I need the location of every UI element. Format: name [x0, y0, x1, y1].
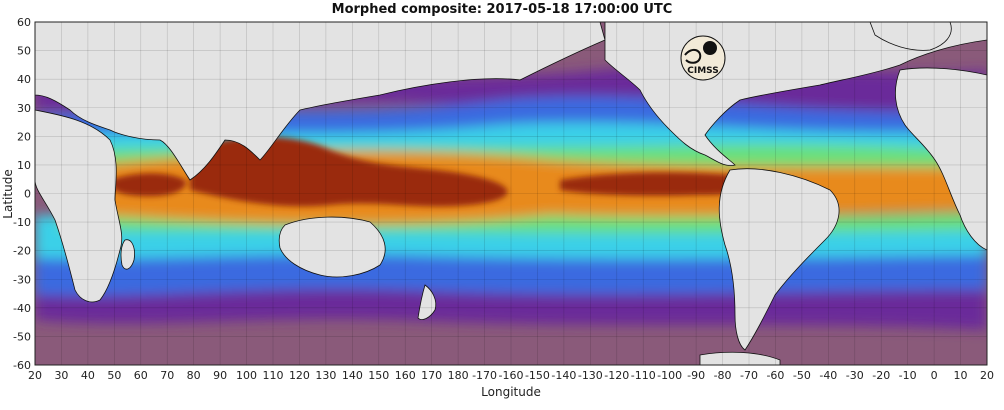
x-tick-label: -160	[499, 369, 524, 382]
africa	[35, 109, 123, 303]
x-tick-label: -80	[714, 369, 732, 382]
x-tick-label: 140	[342, 369, 363, 382]
x-tick-label: -110	[631, 369, 656, 382]
x-tick-label: -120	[604, 369, 629, 382]
x-tick-label: -20	[872, 369, 890, 382]
plot-frame	[34, 21, 988, 366]
greenland	[869, 22, 952, 51]
x-tick-label: 40	[81, 369, 95, 382]
y-tick-label: -20	[13, 245, 31, 258]
y-tick-label: 20	[17, 130, 31, 143]
x-tick-label: -40	[819, 369, 837, 382]
madagascar	[120, 239, 135, 270]
y-tick-label: 60	[17, 16, 31, 29]
x-tick-label: -130	[578, 369, 603, 382]
x-tick-label: 50	[107, 369, 121, 382]
y-tick-label: 10	[17, 159, 31, 172]
x-tick-label: 10	[954, 369, 968, 382]
x-tick-label: -60	[766, 369, 784, 382]
x-tick-label: 160	[395, 369, 416, 382]
x-ticks: 20 30 40 50 60 70 80 90 100 110 120 130 140 150 160 170…	[28, 369, 994, 382]
x-tick-label: -140	[551, 369, 576, 382]
x-tick-label: 30	[54, 369, 68, 382]
land-masses	[35, 22, 987, 365]
x-tick-label: 0	[931, 369, 938, 382]
y-tick-label: 0	[24, 188, 31, 201]
y-tick-label: -30	[13, 273, 31, 286]
map-title: Morphed composite: 2017-05-18 17:00:00 U…	[331, 2, 673, 17]
y-tick-label: -40	[13, 302, 31, 315]
indo-pacific-core	[190, 136, 508, 207]
x-tick-label: 80	[187, 369, 201, 382]
x-tick-label: -70	[740, 369, 758, 382]
x-tick-label: -170	[472, 369, 497, 382]
gridlines	[35, 22, 987, 365]
x-tick-label: 120	[289, 369, 310, 382]
x-tick-label: 70	[160, 369, 174, 382]
x-tick-label: 130	[315, 369, 336, 382]
east-pacific-core	[560, 172, 768, 196]
y-tick-label: -10	[13, 216, 31, 229]
x-tick-label: 60	[134, 369, 148, 382]
y-tick-label: 40	[17, 73, 31, 86]
x-tick-label: -150	[525, 369, 550, 382]
y-tick-label: -60	[13, 359, 31, 372]
moisture-field	[35, 22, 987, 365]
x-tick-label: 110	[263, 369, 284, 382]
y-tick-label: 30	[17, 102, 31, 115]
x-tick-label: 20	[980, 369, 994, 382]
y-ticks: 60 50 40 30 20 10 0 -10 -20 -30 -40 -50 -60	[13, 16, 31, 372]
x-tick-label: 100	[236, 369, 257, 382]
deep-moisture-cores	[109, 136, 768, 207]
x-tick-label: 170	[421, 369, 442, 382]
y-tick-label: 50	[17, 45, 31, 58]
cimss-logo: CIMSS	[680, 35, 726, 81]
x-tick-label: 150	[368, 369, 389, 382]
y-axis-label: Latitude	[1, 169, 15, 218]
x-tick-label: 20	[28, 369, 42, 382]
x-axis-label: Longitude	[481, 385, 541, 399]
australia	[278, 216, 386, 278]
eurasia	[35, 22, 606, 181]
y-tick-label: -50	[13, 330, 31, 343]
logo-text: CIMSS	[687, 66, 718, 76]
x-tick-label: -50	[793, 369, 811, 382]
antarctic-peninsula	[699, 351, 781, 365]
africa-east-wrap	[895, 67, 987, 251]
x-tick-label: -90	[687, 369, 705, 382]
new-zealand	[417, 284, 437, 320]
x-tick-label: -10	[899, 369, 917, 382]
x-tick-label: -100	[657, 369, 682, 382]
x-tick-label: -30	[846, 369, 864, 382]
africa-core	[109, 173, 186, 197]
x-tick-label: 180	[448, 369, 469, 382]
x-tick-label: 90	[213, 369, 227, 382]
south-america	[718, 168, 840, 351]
